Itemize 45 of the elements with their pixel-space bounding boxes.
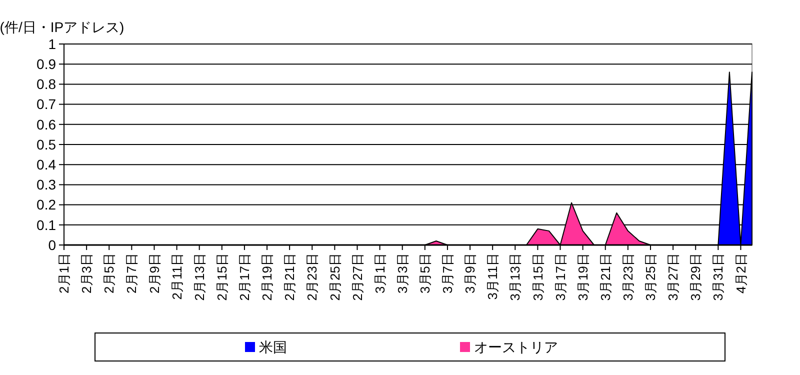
y-tick-label: 0.8 xyxy=(36,76,56,92)
x-tick-label: 3月11日 xyxy=(485,253,500,300)
x-tick-label: 3月29日 xyxy=(688,253,704,301)
x-tick-label: 3月7日 xyxy=(440,253,456,294)
x-tick-label: 3月3日 xyxy=(394,253,410,294)
x-tick-label: 2月19日 xyxy=(260,253,275,301)
y-tick-label: 0.9 xyxy=(36,56,56,72)
x-tick-label: 4月2日 xyxy=(733,253,748,294)
x-tick-label: 2月9日 xyxy=(146,253,162,294)
x-tick-label: 3月23日 xyxy=(620,253,636,301)
legend-label: オーストリア xyxy=(474,338,558,355)
y-tick-label: 0 xyxy=(48,236,56,253)
x-tick-label: 3月5日 xyxy=(417,253,432,294)
y-tick-label: 1 xyxy=(48,36,56,52)
x-tick-label: 2月17日 xyxy=(237,253,252,301)
x-tick-label: 2月11日 xyxy=(169,253,184,300)
x-tick-label: 3月25日 xyxy=(643,253,658,301)
x-tick-label: 2月7日 xyxy=(124,253,140,294)
x-tick-label: 2月23日 xyxy=(304,253,320,301)
x-tick-label: 2月1日 xyxy=(56,253,72,294)
x-tick-label: 2月27日 xyxy=(350,253,365,301)
y-tick-label: 0.7 xyxy=(36,96,56,112)
y-tick-label: 0.3 xyxy=(36,176,56,193)
x-tick-label: 2月15日 xyxy=(214,253,230,301)
x-tick-label: 2月5日 xyxy=(102,253,117,294)
y-tick-label: 0.5 xyxy=(36,136,56,152)
x-tick-label: 3月15日 xyxy=(530,253,546,301)
x-tick-label: 3月1日 xyxy=(372,253,388,294)
x-tick-label: 3月9日 xyxy=(462,253,478,294)
x-tick-label: 3月27日 xyxy=(666,253,681,301)
x-tick-label: 3月21日 xyxy=(598,253,613,301)
x-tick-label: 2月13日 xyxy=(192,253,207,301)
y-tick-label: 0.4 xyxy=(36,156,56,172)
y-axis-title: (件/日・IPアドレス) xyxy=(0,19,124,35)
x-tick-label: 2月25日 xyxy=(327,253,342,301)
y-tick-label: 0.1 xyxy=(36,216,56,233)
x-tick-label: 3月17日 xyxy=(552,253,568,301)
x-tick-label: 3月13日 xyxy=(508,253,523,301)
y-tick-label: 0.2 xyxy=(36,196,56,213)
x-tick-label: 2月3日 xyxy=(79,253,94,294)
y-tick-label: 0.6 xyxy=(36,116,56,132)
legend-label: 米国 xyxy=(259,338,287,355)
x-tick-label: 3月19日 xyxy=(575,253,590,301)
x-tick-label: 2月21日 xyxy=(282,253,298,301)
x-tick-label: 3月31日 xyxy=(710,253,726,301)
